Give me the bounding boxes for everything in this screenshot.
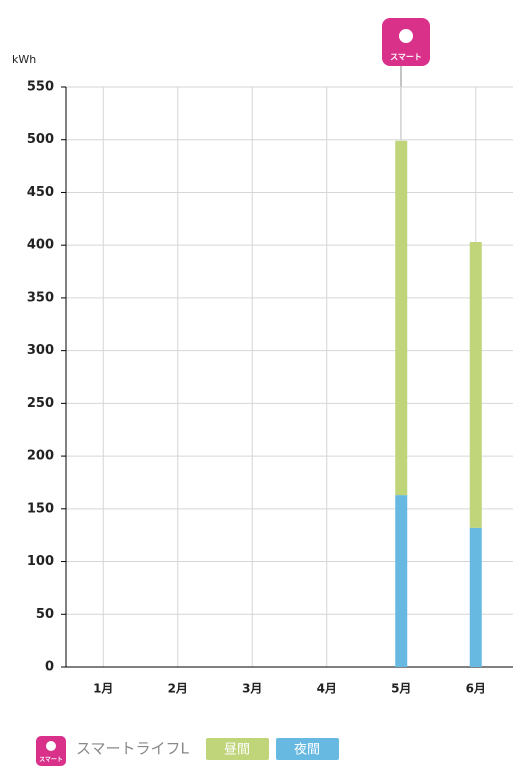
y-tick-label: 500 [27, 132, 54, 147]
x-tick-label: 3月 [242, 682, 262, 696]
y-tick-label: 450 [27, 185, 54, 200]
bar-segment [395, 140, 408, 496]
bar-segment [469, 242, 482, 528]
x-tick-label: 5月 [391, 682, 411, 696]
bar-segment [469, 527, 482, 667]
marker-bulb [399, 29, 413, 43]
plan-name: スマートライフL [76, 740, 190, 758]
legend-icon-label: スマート [39, 757, 63, 764]
y-tick-label: 550 [27, 80, 54, 95]
y-tick-label: 300 [27, 343, 54, 358]
legend-bulb [46, 741, 56, 751]
bar-segment [395, 495, 408, 667]
y-tick-label: 400 [27, 238, 54, 253]
legend-swatch [276, 738, 339, 760]
x-tick-label: 1月 [93, 682, 113, 696]
marker-label: スマート [390, 53, 422, 62]
y-axis-label: kWh [12, 53, 36, 66]
x-tick-label: 4月 [317, 682, 337, 696]
legend-label: 昼間 [224, 743, 250, 758]
legend-swatch [206, 738, 269, 760]
y-tick-label: 100 [27, 554, 54, 569]
y-tick-label: 50 [36, 607, 54, 622]
y-tick-label: 200 [27, 449, 54, 464]
x-tick-label: 2月 [168, 682, 188, 696]
y-tick-label: 150 [27, 501, 54, 516]
y-tick-label: 0 [45, 660, 54, 675]
y-tick-label: 350 [27, 290, 54, 305]
legend-label: 夜間 [294, 743, 320, 758]
y-tick-label: 250 [27, 396, 54, 411]
x-tick-label: 6月 [466, 682, 486, 696]
